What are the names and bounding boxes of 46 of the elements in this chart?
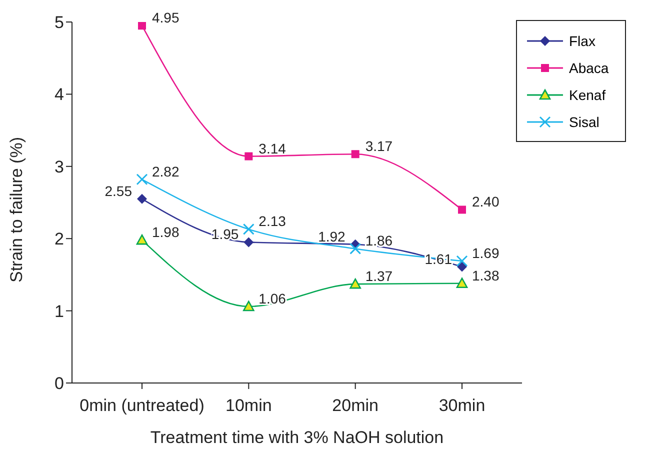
legend-label: Flax <box>569 32 596 48</box>
data-label: 1.95 <box>211 226 239 242</box>
data-label: 1.06 <box>258 290 286 306</box>
point <box>136 174 148 186</box>
point <box>457 262 467 272</box>
y-tick-label: 0 <box>54 374 64 394</box>
x-tick-label: 30min <box>438 396 486 416</box>
y-tick-label: 3 <box>54 157 64 176</box>
point <box>137 194 147 204</box>
data-label: 2.55 <box>104 182 132 199</box>
point <box>456 278 468 288</box>
data-label: 3.17 <box>365 138 393 154</box>
data-label: 1.38 <box>472 267 500 284</box>
point <box>350 278 361 289</box>
y-tick-label: 4 <box>54 85 64 104</box>
data-label: 1.86 <box>365 232 393 249</box>
x-tick-label: 10min <box>226 396 272 416</box>
point <box>458 206 466 214</box>
y-tick-label: 2 <box>54 230 64 249</box>
point <box>350 242 362 254</box>
data-label: 2.40 <box>472 194 500 210</box>
x-tick-label: 0min (untreated) <box>80 396 204 416</box>
point <box>243 300 254 312</box>
point <box>351 150 360 158</box>
data-label: 2.82 <box>152 163 180 180</box>
data-label: 1.98 <box>152 224 180 240</box>
point <box>244 237 254 248</box>
point <box>244 152 253 160</box>
y-tick-label: 5 <box>54 13 64 32</box>
x-axis-title: Treatment time with 3% NaOH solution <box>150 428 444 447</box>
data-label: 2.13 <box>258 213 286 230</box>
y-tick-label: 1 <box>54 302 64 321</box>
point <box>456 255 468 267</box>
data-label: 1.92 <box>318 228 346 244</box>
legend-label: Kenaf <box>569 86 606 102</box>
data-label: 3.14 <box>258 140 286 156</box>
point <box>138 22 146 30</box>
legend-label: Abaca <box>569 60 609 76</box>
point <box>242 223 254 235</box>
legend-label: Sisal <box>569 114 600 130</box>
x-tick-label: 20min <box>332 396 378 416</box>
point <box>136 234 148 245</box>
y-axis-title: Strain to failure (%) <box>7 137 26 282</box>
data-label: 1.69 <box>472 244 500 261</box>
data-label: 1.37 <box>365 268 393 284</box>
data-label: 4.95 <box>152 10 180 26</box>
